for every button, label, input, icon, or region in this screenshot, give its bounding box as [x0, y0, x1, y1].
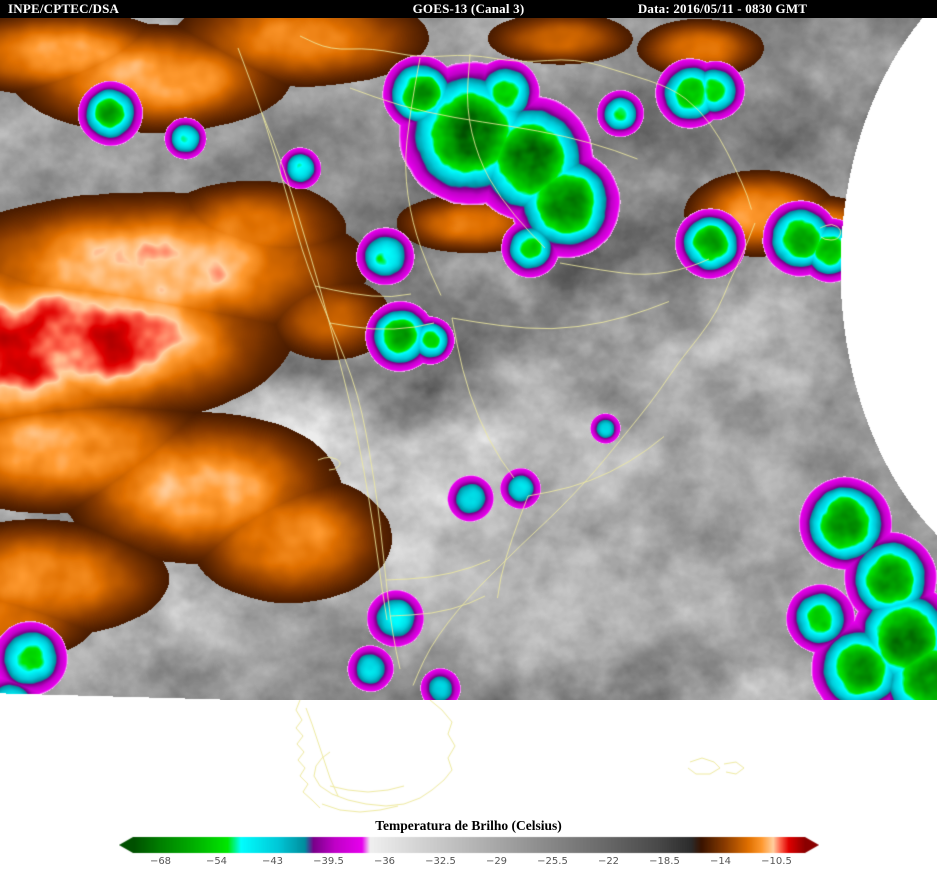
source-label: INPE/CPTEC/DSA	[8, 1, 120, 16]
southern-coastline-canvas	[0, 700, 937, 818]
colorbar-tick: −36	[373, 856, 396, 867]
colorbar-tick: −25.5	[537, 856, 568, 867]
colorbar-tick: −32.5	[425, 856, 456, 867]
colorbar-tick: −39.5	[313, 856, 344, 867]
date-label: Data: 2016/05/11 - 0830 GMT	[637, 1, 808, 16]
colorbar-tick-labels: −68 −54 −43 −39.5 −36 −32.5 −29 −25.5 −22 −18.5 −1…	[0, 855, 937, 871]
colorbar-tick: −10.5	[761, 856, 792, 867]
colorbar-tick: −18.5	[649, 856, 680, 867]
satellite-image-area	[0, 18, 937, 718]
colorbar-tick: −43	[261, 856, 284, 867]
header-bar: INPE/CPTEC/DSA GOES-13 (Canal 3) Data: 2…	[0, 0, 937, 18]
colorbar-gradient-canvas	[118, 836, 819, 854]
colorbar: Temperatura de Brilho (Celsius) −68 −54 −4…	[0, 818, 937, 877]
colorbar-strip	[0, 836, 937, 854]
satellite-image-canvas	[0, 18, 937, 718]
colorbar-tick: −68	[149, 856, 172, 867]
satellite-label: GOES-13 (Canal 3)	[412, 1, 525, 16]
colorbar-tick: −22	[597, 856, 620, 867]
colorbar-tick: −54	[205, 856, 228, 867]
colorbar-tick: −14	[709, 856, 732, 867]
no-data-area	[0, 700, 937, 818]
colorbar-title: Temperatura de Brilho (Celsius)	[375, 818, 562, 833]
colorbar-tick: −29	[485, 856, 508, 867]
